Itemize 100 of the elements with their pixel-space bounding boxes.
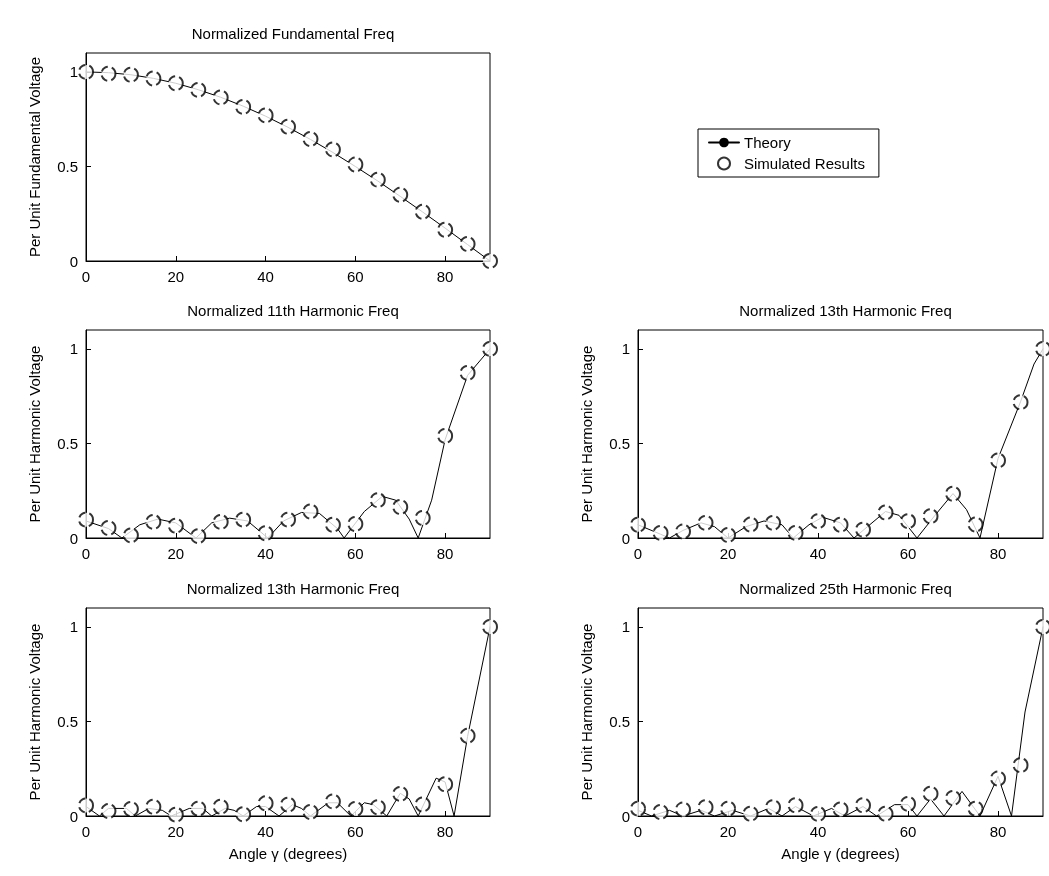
point <box>324 793 341 810</box>
point <box>945 485 961 502</box>
point <box>167 806 184 823</box>
y-tick-label: 0 <box>69 807 78 825</box>
point <box>652 524 669 541</box>
point <box>765 799 781 816</box>
point <box>100 519 117 536</box>
point <box>877 805 894 822</box>
y-tick-label: 0 <box>621 529 630 547</box>
y-tick-label: 1 <box>69 618 78 636</box>
chart-title: Normalized 25th Harmonic Freq <box>739 580 952 597</box>
point <box>720 526 736 543</box>
point <box>369 171 386 188</box>
point <box>145 70 162 87</box>
point <box>78 63 94 80</box>
point <box>922 508 939 525</box>
y-tick-label: 1 <box>621 618 630 636</box>
point <box>122 66 139 83</box>
point <box>190 81 207 98</box>
point <box>459 727 476 744</box>
chart-title: Normalized Fundamental Freq <box>191 25 395 42</box>
point <box>190 800 207 817</box>
y-axis-title: Per Unit Fundamental Voltage <box>26 56 43 258</box>
point <box>145 798 162 815</box>
point <box>437 427 454 444</box>
point <box>832 516 849 533</box>
point <box>324 141 341 158</box>
point <box>787 524 804 541</box>
point <box>347 156 364 173</box>
x-tick-label: 0 <box>81 545 91 562</box>
point <box>482 253 498 269</box>
point <box>145 513 162 530</box>
x-tick-label: 60 <box>899 545 917 562</box>
point <box>832 801 849 818</box>
x-tick-label: 80 <box>436 268 454 285</box>
point <box>855 797 871 814</box>
point <box>257 795 274 812</box>
x-axis-title: Angle γ (degrees) <box>781 845 900 862</box>
y-axis-title: Per Unit Harmonic Voltage <box>26 623 43 801</box>
point <box>945 790 961 807</box>
point <box>212 89 229 106</box>
x-tick-label: 20 <box>167 545 185 562</box>
legend-label: Theory <box>744 134 792 151</box>
point <box>167 517 184 534</box>
y-tick-label: 0 <box>621 807 630 825</box>
y-axis-title: Per Unit Harmonic Voltage <box>578 623 595 801</box>
y-tick-label: 0.5 <box>57 157 78 175</box>
point <box>78 797 94 814</box>
point <box>1035 340 1049 357</box>
point <box>652 804 669 821</box>
point <box>414 203 431 220</box>
point <box>630 800 646 817</box>
point <box>437 221 454 238</box>
point <box>302 503 319 520</box>
point <box>900 513 916 530</box>
point <box>459 235 476 252</box>
point <box>392 498 409 515</box>
x-tick-label: 60 <box>899 823 917 840</box>
y-tick-label: 0 <box>69 529 78 547</box>
point <box>392 785 409 802</box>
point <box>787 797 804 814</box>
point <box>810 805 826 822</box>
x-tick-label: 40 <box>257 268 274 285</box>
point <box>1012 757 1029 774</box>
point <box>990 770 1006 787</box>
y-tick-label: 0 <box>69 252 78 270</box>
y-tick-label: 1 <box>69 340 78 358</box>
point <box>765 514 781 531</box>
point <box>257 525 274 542</box>
point <box>967 800 984 817</box>
x-tick-label: 20 <box>719 545 737 562</box>
chart-title: Normalized 13th Harmonic Freq <box>739 302 952 319</box>
legend-label: Simulated Results <box>744 155 865 172</box>
y-axis-title: Per Unit Harmonic Voltage <box>26 345 43 523</box>
point <box>302 131 319 148</box>
point <box>482 340 498 357</box>
point <box>877 504 894 521</box>
point <box>742 805 759 822</box>
point <box>212 513 229 530</box>
point <box>347 516 364 532</box>
point <box>675 801 691 818</box>
x-tick-label: 0 <box>81 268 91 285</box>
x-tick-label: 0 <box>633 823 643 840</box>
x-tick-label: 60 <box>346 545 364 562</box>
y-tick-label: 0.5 <box>609 434 630 452</box>
point <box>212 798 229 815</box>
x-tick-label: 40 <box>257 545 274 562</box>
point <box>324 516 341 533</box>
point <box>922 785 939 802</box>
x-tick-label: 20 <box>719 823 737 840</box>
x-tick-label: 20 <box>167 268 185 285</box>
point <box>742 516 759 533</box>
point <box>167 75 184 92</box>
point <box>369 492 386 509</box>
y-tick-label: 0.5 <box>57 434 78 452</box>
y-tick-label: 0.5 <box>57 712 78 730</box>
point <box>280 796 296 813</box>
point <box>235 98 252 115</box>
point <box>100 803 117 820</box>
point <box>675 523 691 540</box>
